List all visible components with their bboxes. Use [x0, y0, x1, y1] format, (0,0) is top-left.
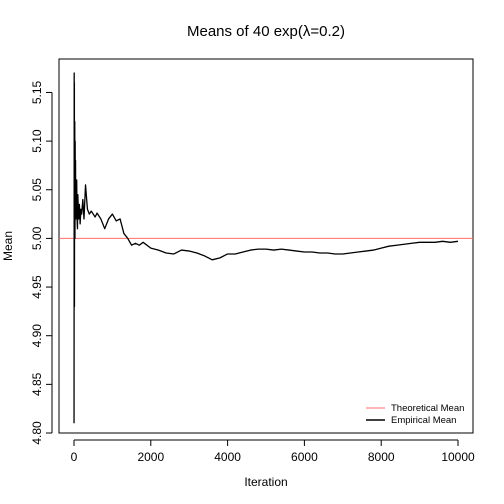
x-tick-label: 4000 [214, 450, 241, 464]
legend: Theoretical Mean Empirical Mean [366, 403, 464, 426]
empirical-mean-line [73, 72, 459, 424]
x-tick-label: 6000 [291, 450, 318, 464]
y-tick-label: 4.90 [30, 324, 44, 348]
x-tick-label: 0 [71, 450, 78, 464]
y-tick-label: 5.15 [30, 80, 44, 104]
y-tick-label: 5.10 [30, 129, 44, 153]
x-tick-label: 8000 [368, 450, 395, 464]
x-axis-title: Iteration [244, 475, 287, 489]
x-tick-label: 10000 [441, 450, 475, 464]
legend-label-theoretical-mean: Theoretical Mean [391, 403, 464, 414]
plot-frame [58, 58, 474, 434]
y-tick-label: 4.80 [30, 421, 44, 445]
y-tick-label: 5.00 [30, 226, 44, 250]
x-axis: 0 2000 4000 6000 8000 10000 [71, 439, 475, 464]
chart-title: Means of 40 exp(λ=0.2) [187, 23, 345, 40]
series-layer [59, 72, 473, 424]
y-tick-label: 4.85 [30, 372, 44, 396]
y-axis: 4.80 4.85 4.90 4.95 5.00 5.05 5.10 5.15 [30, 80, 53, 445]
y-tick-label: 4.95 [30, 275, 44, 299]
legend-label-empirical-mean: Empirical Mean [391, 415, 456, 426]
y-axis-title: Mean [1, 231, 15, 261]
y-tick-label: 5.05 [30, 178, 44, 202]
x-tick-label: 2000 [137, 450, 164, 464]
